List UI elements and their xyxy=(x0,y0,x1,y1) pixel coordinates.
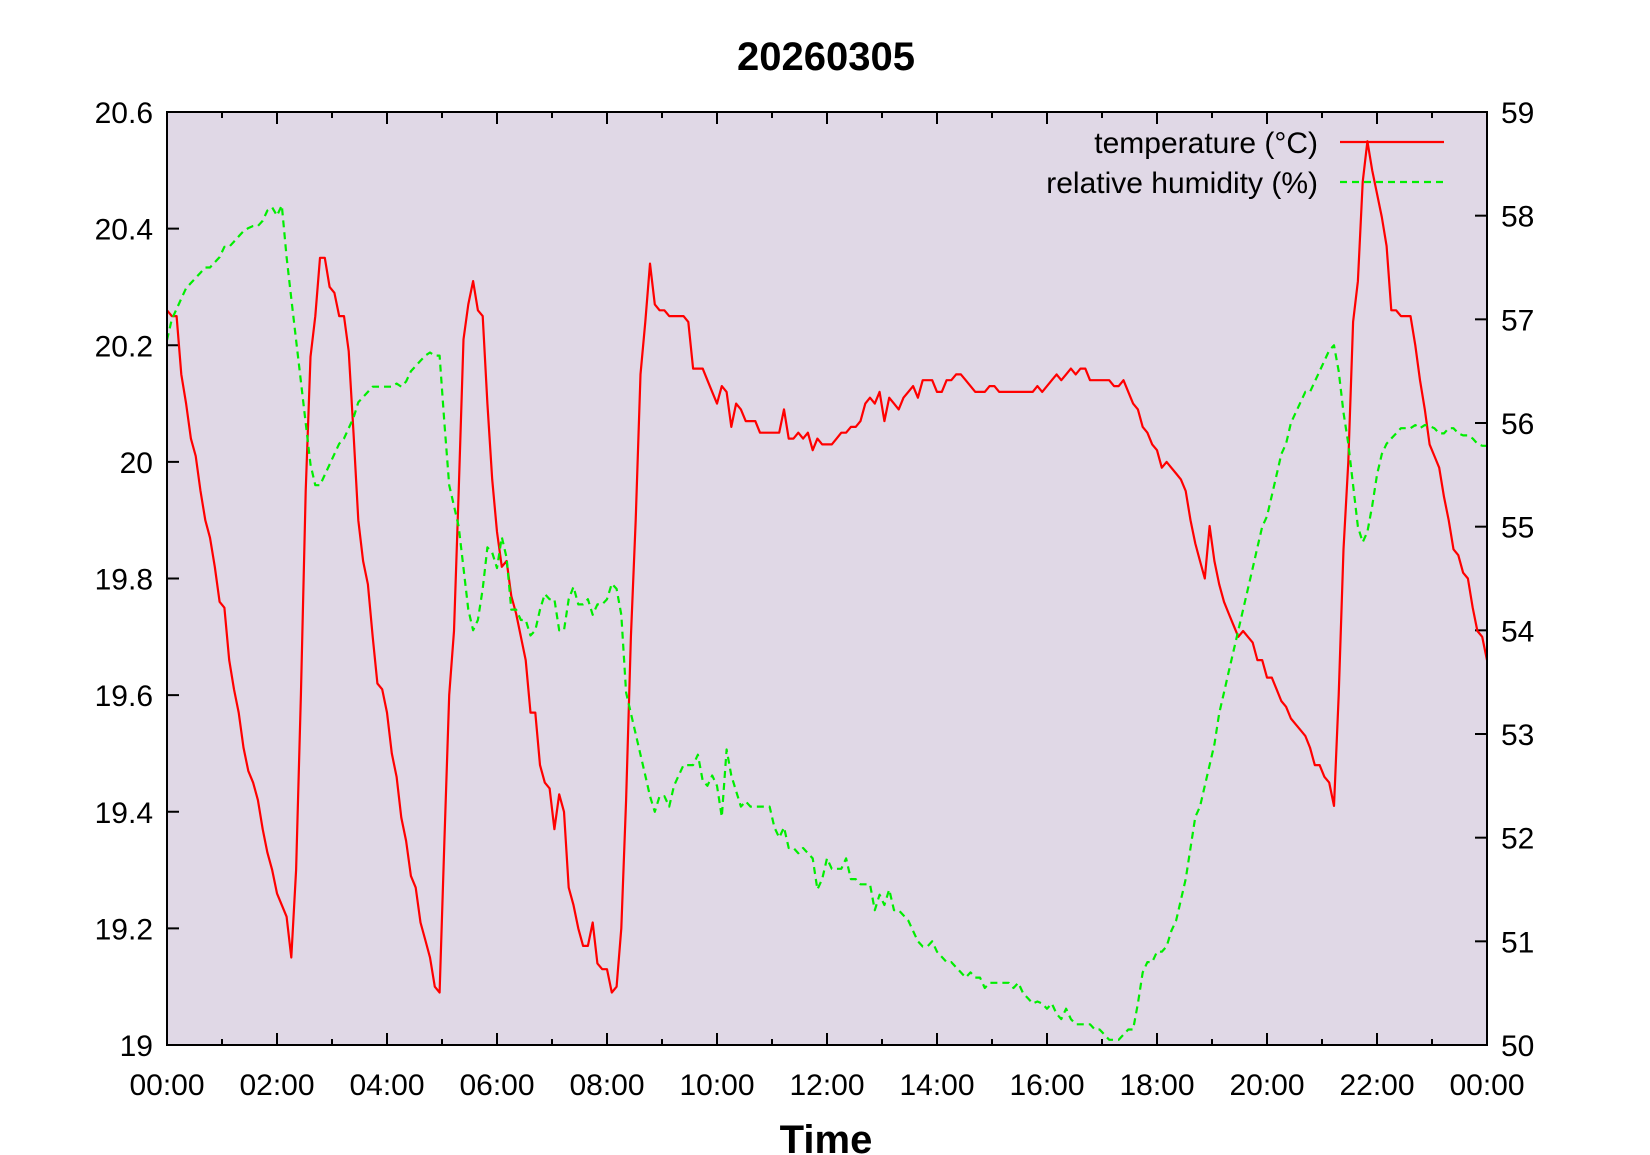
legend-label: temperature (°C) xyxy=(1094,127,1318,160)
x-tick-label: 18:00 xyxy=(1119,1069,1194,1102)
y-tick-label: 19.6 xyxy=(95,680,153,713)
legend-label: relative humidity (%) xyxy=(1046,167,1318,200)
x-tick-label: 04:00 xyxy=(349,1069,424,1102)
y2-tick-label: 56 xyxy=(1501,408,1534,441)
plot-area xyxy=(167,112,1487,1045)
y-tick-label: 19.4 xyxy=(95,797,153,830)
y-axis-tick-labels: 19 19.2 19.4 19.6 19.8 20 20.2 20.4 20.6 xyxy=(95,97,153,1063)
y2-axis-tick-labels: 50 51 52 53 54 55 56 57 58 59 xyxy=(1501,97,1534,1063)
x-axis-tick-labels: 00:00 02:00 04:00 06:00 08:00 10:00 12:00 14:00… xyxy=(129,1069,1524,1102)
x-tick-label: 20:00 xyxy=(1229,1069,1304,1102)
x-tick-label: 00:00 xyxy=(129,1069,204,1102)
x-tick-label: 02:00 xyxy=(239,1069,314,1102)
x-tick-label: 06:00 xyxy=(459,1069,534,1102)
x-tick-label: 12:00 xyxy=(789,1069,864,1102)
x-tick-label: 10:00 xyxy=(679,1069,754,1102)
x-tick-label: 16:00 xyxy=(1009,1069,1084,1102)
x-tick-label: 14:00 xyxy=(899,1069,974,1102)
y-tick-label: 20.4 xyxy=(95,214,153,247)
y-tick-label: 19.2 xyxy=(95,913,153,946)
legend: temperature (°C) relative humidity (%) xyxy=(1046,127,1444,200)
series-layer xyxy=(165,140,1489,1041)
y-tick-label: 19 xyxy=(120,1030,153,1063)
plot-border xyxy=(166,111,1488,1046)
chart-title: 20260305 xyxy=(737,35,915,79)
y2-tick-label: 57 xyxy=(1501,304,1534,337)
y-tick-label: 20.6 xyxy=(95,97,153,130)
series-line-1 xyxy=(165,204,1487,1041)
y2-tick-label: 54 xyxy=(1501,615,1534,648)
y2-tick-label: 50 xyxy=(1501,1030,1534,1063)
y2-tick-label: 55 xyxy=(1501,512,1534,545)
y-tick-label: 20 xyxy=(120,447,153,480)
y2-tick-label: 58 xyxy=(1501,201,1534,234)
series-line-0 xyxy=(166,140,1489,994)
y2-tick-label: 52 xyxy=(1501,823,1534,856)
y2-tick-label: 59 xyxy=(1501,97,1534,130)
y-tick-label: 19.8 xyxy=(95,564,153,597)
y2-tick-label: 51 xyxy=(1501,926,1534,959)
x-tick-label: 22:00 xyxy=(1339,1069,1414,1102)
y-tick-label: 20.2 xyxy=(95,330,153,363)
x-axis-label: Time xyxy=(780,1118,873,1155)
x-tick-label: 00:00 xyxy=(1449,1069,1524,1102)
y2-tick-label: 53 xyxy=(1501,719,1534,752)
x-tick-label: 08:00 xyxy=(569,1069,644,1102)
